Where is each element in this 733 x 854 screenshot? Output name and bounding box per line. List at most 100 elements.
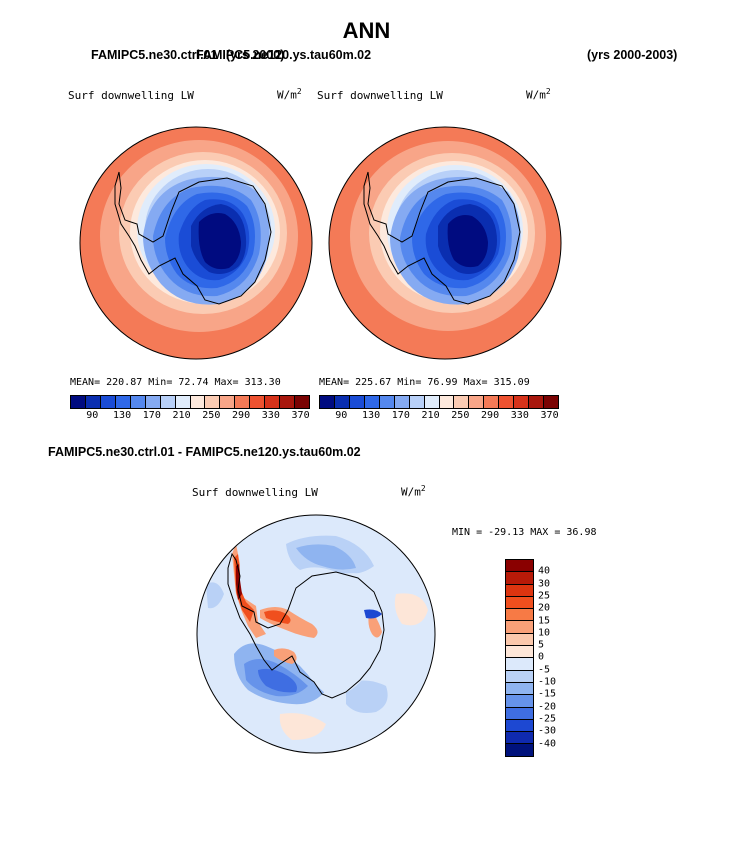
panel1-colorbar-cell (100, 396, 116, 408)
diff-colorbar-tick-label: -10 (538, 676, 557, 688)
panel2-stats: MEAN= 225.67 Min= 76.99 Max= 315.09 (319, 377, 530, 388)
diff-colorbar-cell (506, 560, 533, 573)
diff-colorbar-tick-label: 25 (538, 590, 551, 602)
panel1-colorbar-tick-label: 370 (291, 410, 310, 421)
panel2-colorbar-cell (379, 396, 395, 408)
panel1-unit-label: W/m2 (277, 87, 302, 102)
diff-colorbar-cell (506, 584, 533, 597)
panel2-colorbar (319, 395, 559, 409)
panel2-polar-map (328, 126, 562, 360)
panel2-colorbar-tick-label: 210 (421, 410, 440, 421)
diff-colorbar-cell (506, 682, 533, 696)
diff-colorbar-cell (506, 646, 533, 659)
panel2-colorbar-tick-label: 290 (481, 410, 500, 421)
diff-stats: MIN = -29.13 MAX = 36.98 (452, 527, 597, 538)
diff-colorbar-cell (506, 744, 533, 756)
panel1-colorbar-cell (220, 396, 236, 408)
diff-colorbar-tick-label: 5 (538, 639, 545, 651)
diff-colorbar-tick-label: -40 (538, 738, 557, 749)
diff-colorbar-tick-label: -15 (538, 688, 557, 700)
diff-colorbar-cell (506, 707, 533, 720)
panel1-colorbar-tick-label: 290 (232, 410, 251, 421)
diff-colorbar-cell (506, 596, 533, 610)
middle-case-name: FAMIPC5.ne120.ys.tau60m.02 (196, 48, 372, 62)
diff-colorbar-tick-label: 30 (538, 578, 551, 590)
panel2-colorbar-cell (454, 396, 470, 408)
panel1-colorbar-tick-label: 210 (172, 410, 191, 421)
panel1-colorbar-cell (235, 396, 251, 408)
panel2-colorbar-tick-label: 170 (391, 410, 410, 421)
panel1-polar-map (79, 126, 313, 360)
diff-colorbar (505, 559, 534, 757)
panel1-colorbar-tick-label: 250 (202, 410, 221, 421)
panel2-colorbar-cell (529, 396, 545, 408)
diff-colorbar-cell (506, 633, 533, 647)
diff-colorbar-cell (506, 621, 533, 634)
panel2-colorbar-cell (320, 396, 335, 408)
panel1-colorbar-cell (265, 396, 281, 408)
diff-colorbar-cell (506, 572, 533, 585)
diff-colorbar-tick-label: -25 (538, 713, 557, 725)
diff-polar-map (196, 514, 436, 754)
diff-unit-label: W/m2 (401, 484, 426, 499)
panel1-colorbar (70, 395, 310, 409)
panel2-colorbar-cell (544, 396, 558, 408)
panel1-colorbar-tick-label: 90 (86, 410, 99, 421)
diff-colorbar-cell (506, 695, 533, 708)
panel1-stats: MEAN= 220.87 Min= 72.74 Max= 313.30 (70, 377, 281, 388)
panel2-field-label: Surf downwelling LW (317, 89, 443, 102)
panel1-colorbar-cell (71, 396, 86, 408)
panel1-colorbar-cell (280, 396, 296, 408)
diff-title: FAMIPC5.ne30.ctrl.01 - FAMIPC5.ne120.ys.… (48, 445, 361, 459)
panel2-colorbar-cell (364, 396, 380, 408)
right-case-years: (yrs 2000-2003) (587, 48, 678, 62)
diff-colorbar-cell (506, 670, 533, 683)
panel2-colorbar-tick-label: 370 (540, 410, 559, 421)
panel1-colorbar-cell (295, 396, 309, 408)
panel1-colorbar-cell (175, 396, 191, 408)
panel2-colorbar-cell (394, 396, 410, 408)
panel1-field-label: Surf downwelling LW (68, 89, 194, 102)
diff-colorbar-cell (506, 719, 533, 733)
panel1-colorbar-cell (115, 396, 131, 408)
diff-colorbar-cell (506, 732, 533, 745)
panel1-colorbar-cell (85, 396, 101, 408)
panel2-colorbar-cell (499, 396, 515, 408)
panel1-colorbar-cell (205, 396, 221, 408)
panel2-colorbar-cell (484, 396, 500, 408)
panel1-colorbar-cell (130, 396, 146, 408)
panel2-colorbar-tick-label: 250 (451, 410, 470, 421)
panel2-unit-label: W/m2 (526, 87, 551, 102)
diff-colorbar-tick-label: -5 (538, 664, 551, 676)
diff-colorbar-cell (506, 658, 533, 671)
diff-colorbar-tick-label: -20 (538, 701, 557, 713)
panel2-colorbar-cell (439, 396, 455, 408)
panel1-colorbar-cell (160, 396, 176, 408)
panel2-colorbar-tick-label: 330 (510, 410, 529, 421)
panel2-colorbar-tick-label: 90 (335, 410, 348, 421)
panel2-colorbar-cell (409, 396, 425, 408)
diff-colorbar-tick-label: 40 (538, 565, 551, 577)
panel2-colorbar-cell (424, 396, 440, 408)
panel2-colorbar-cell (469, 396, 485, 408)
panel2-colorbar-tick-label: 130 (362, 410, 381, 421)
panel2-colorbar-cell (349, 396, 365, 408)
panel1-colorbar-tick-label: 330 (261, 410, 280, 421)
diff-colorbar-tick-label: -30 (538, 725, 557, 737)
panel1-colorbar-tick-label: 170 (142, 410, 161, 421)
left-case-years: (yrs 2000) (226, 48, 285, 62)
diff-colorbar-tick-label: 10 (538, 627, 551, 639)
diff-field-label: Surf downwelling LW (192, 486, 318, 499)
panel1-colorbar-cell (250, 396, 266, 408)
diff-colorbar-tick-label: 15 (538, 615, 551, 626)
diff-colorbar-cell (506, 609, 533, 622)
left-case-name: FAMIPC5.ne30.ctrl.01 (91, 48, 218, 62)
panel1-colorbar-tick-label: 130 (113, 410, 132, 421)
diff-colorbar-tick-label: 0 (538, 651, 545, 663)
panel2-colorbar-cell (334, 396, 350, 408)
plot-title: ANN (342, 18, 391, 43)
panel1-colorbar-cell (145, 396, 161, 408)
panel2-colorbar-cell (514, 396, 530, 408)
diff-colorbar-tick-label: 20 (538, 602, 551, 614)
panel1-colorbar-cell (190, 396, 206, 408)
